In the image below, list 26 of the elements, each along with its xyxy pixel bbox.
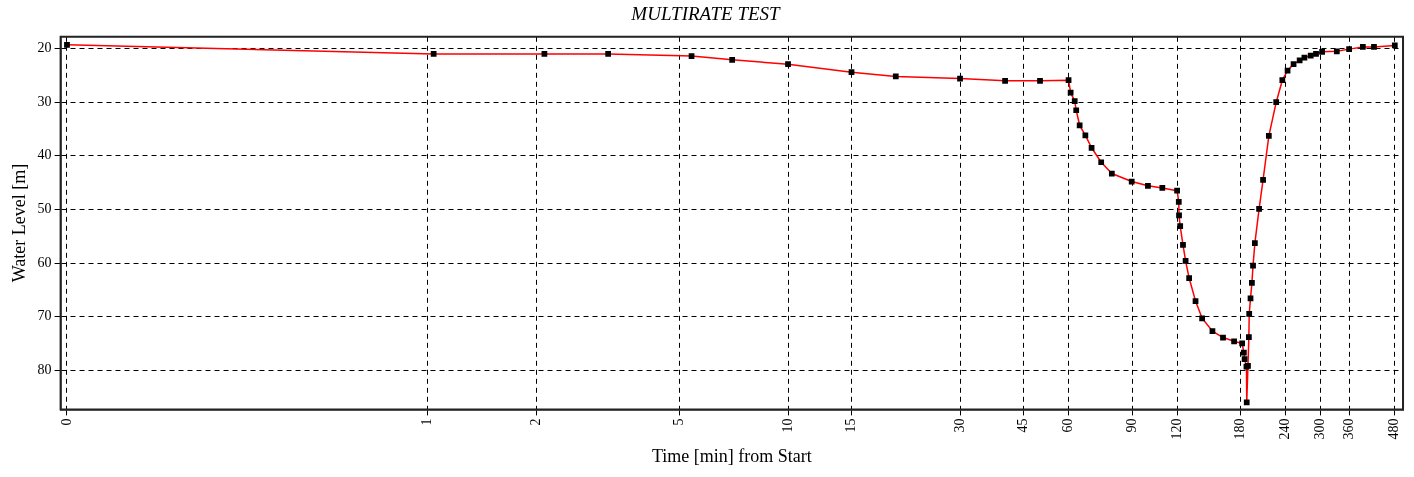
y-tick-label: 40 [37,147,52,163]
x-tick-label: 60 [1060,418,1076,433]
x-tick-label: 30 [951,418,967,433]
x-tick-label: 120 [1168,418,1184,440]
y-tick-label: 50 [37,201,52,217]
x-tick-label: 10 [779,418,795,433]
y-tick-label: 30 [37,93,52,109]
x-tick-label: 300 [1312,418,1328,440]
y-tick-label: 20 [37,40,52,56]
x-tick-label: 15 [843,418,859,433]
x-tick-label: 2 [527,418,543,426]
x-tick-label: 90 [1123,418,1139,433]
x-tick-label: 240 [1277,418,1293,440]
x-tick-label: 480 [1385,418,1401,440]
x-tick-label: 180 [1232,418,1248,440]
x-axis-title: Time [min] from Start [651,445,812,466]
x-tick-label: 0 [58,418,74,426]
chart-title: MULTIRATE TEST [630,3,782,25]
x-tick-label: 1 [419,418,435,426]
y-tick-label: 80 [37,361,52,377]
x-tick-label: 360 [1340,418,1356,440]
y-tick-label: 60 [37,254,52,270]
x-tick-label: 5 [671,418,687,426]
y-tick-label: 70 [37,308,52,324]
x-tick-label: 45 [1015,418,1031,433]
y-axis-title: Water Level [m] [8,163,29,283]
